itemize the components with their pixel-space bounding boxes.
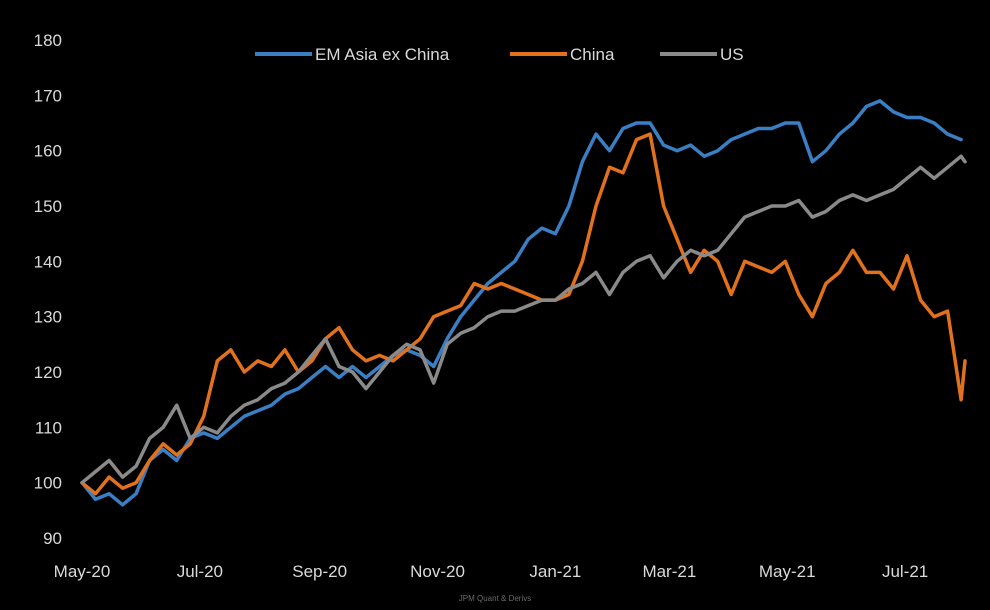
legend-label-em-asia-ex-china: EM Asia ex China <box>315 45 450 64</box>
x-tick-label: Jan-21 <box>529 562 581 581</box>
legend-label-us: US <box>720 45 744 64</box>
y-tick-label: 160 <box>34 142 62 161</box>
y-tick-label: 100 <box>34 474 62 493</box>
series-lines <box>80 99 967 507</box>
y-tick-label: 130 <box>34 308 62 327</box>
y-tick-label: 140 <box>34 252 62 271</box>
x-tick-label: May-20 <box>54 562 111 581</box>
y-tick-label: 170 <box>34 86 62 105</box>
y-tick-label: 90 <box>43 529 62 548</box>
x-tick-label: Jul-20 <box>177 562 223 581</box>
source-credit: JPM Quant & Derivs <box>458 594 532 603</box>
x-tick-label: Jul-21 <box>882 562 928 581</box>
series-line-us <box>80 154 967 485</box>
y-tick-label: 150 <box>34 197 62 216</box>
legend: EM Asia ex China China US <box>255 45 744 64</box>
y-axis: 90 100 110 120 130 140 150 160 170 180 <box>34 31 62 548</box>
x-tick-label: Sep-20 <box>292 562 347 581</box>
series-line-em-asia-ex-china <box>80 99 963 507</box>
legend-label-china: China <box>570 45 615 64</box>
y-tick-label: 120 <box>34 363 62 382</box>
x-axis: May-20 Jul-20 Sep-20 Nov-20 Jan-21 Mar-21 May-… <box>54 562 929 581</box>
x-tick-label: Nov-20 <box>410 562 465 581</box>
y-tick-label: 110 <box>35 418 62 437</box>
y-tick-label: 180 <box>34 31 62 50</box>
x-tick-label: May-21 <box>759 562 816 581</box>
x-tick-label: Mar-21 <box>642 562 696 581</box>
series-line-china <box>80 132 967 496</box>
